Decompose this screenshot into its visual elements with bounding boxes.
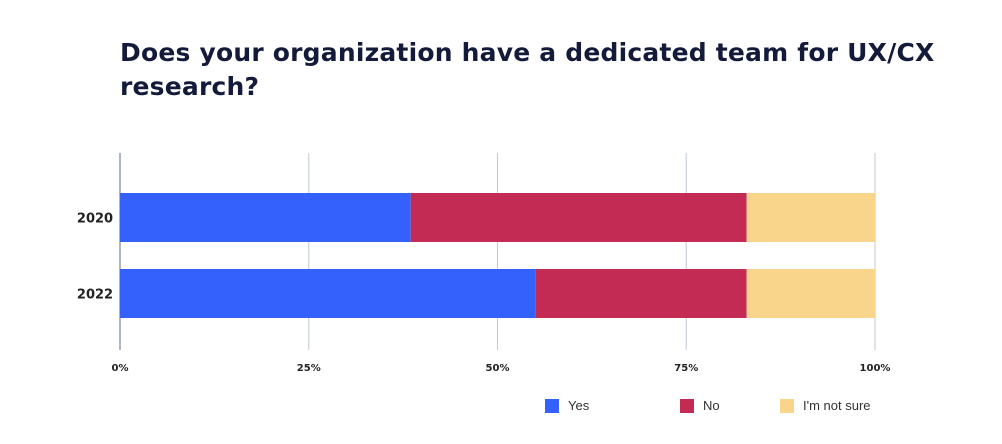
y-category-label: 2022 (77, 288, 113, 303)
bar-2020-no (410, 193, 747, 242)
x-tick-label: 50% (486, 363, 510, 374)
legend-item-no: No (680, 398, 720, 413)
legend-item-not-sure: I'm not sure (780, 398, 871, 413)
y-category-label: 2020 (77, 212, 113, 227)
legend-swatch-yes (545, 398, 559, 413)
bars (120, 193, 875, 318)
legend-swatch-not-sure (780, 398, 794, 413)
legend-label-yes: Yes (568, 398, 590, 413)
bar-2020-yes (120, 193, 411, 242)
y-axis-labels: 2020 2022 (77, 212, 113, 303)
legend-item-yes: Yes (545, 398, 589, 413)
x-tick-label: 75% (674, 363, 698, 374)
bar-2020-i-m-not-sure (746, 193, 875, 242)
gridlines (119, 153, 876, 350)
legend-label-no: No (703, 398, 720, 413)
bar-2022-yes (120, 269, 536, 318)
chart-title: Does your organization have a dedicated … (120, 38, 935, 101)
legend-label-not-sure: I'm not sure (803, 398, 871, 413)
bar-2022-no (535, 269, 747, 318)
x-tick-label: 25% (297, 363, 321, 374)
x-axis-labels: 0% 25% 50% 75% 100% (112, 363, 891, 374)
x-tick-label: 0% (112, 363, 129, 374)
legend: Yes No I'm not sure (0, 398, 1002, 422)
legend-swatch-no (680, 398, 694, 413)
bar-2022-i-m-not-sure (746, 269, 875, 318)
x-tick-label: 100% (860, 363, 891, 374)
